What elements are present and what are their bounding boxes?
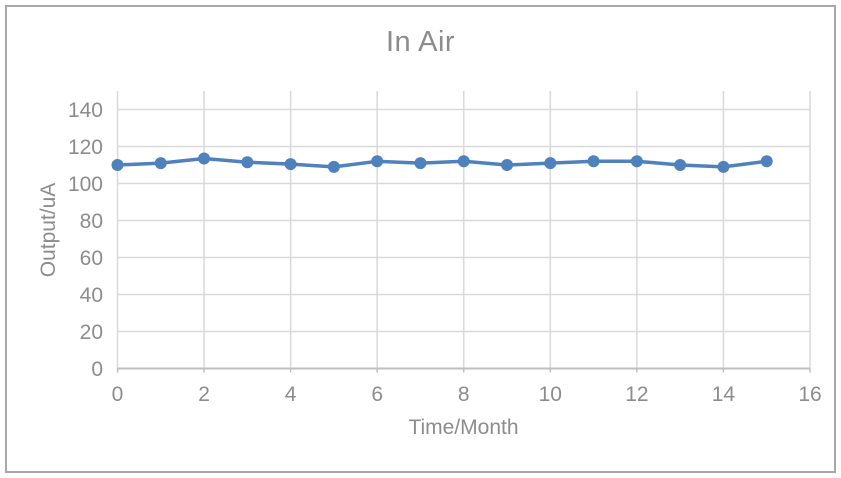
data-point-marker xyxy=(457,155,470,168)
data-point-marker xyxy=(241,156,254,169)
x-tick-label: 12 xyxy=(625,383,648,406)
x-tick-label: 10 xyxy=(539,383,562,406)
y-axis-title: Output/uA xyxy=(37,182,60,278)
y-tick-label: 60 xyxy=(80,247,103,270)
data-point-marker xyxy=(327,160,340,173)
y-tick-label: 120 xyxy=(68,136,103,159)
data-point-marker xyxy=(674,159,687,171)
y-tick-label: 40 xyxy=(80,284,103,307)
y-tick-label: 140 xyxy=(68,99,103,122)
data-point-marker xyxy=(501,159,514,171)
series-line xyxy=(115,156,769,169)
data-point-marker xyxy=(760,155,773,168)
x-tick-label: 6 xyxy=(371,383,383,406)
x-tick-label: 2 xyxy=(198,383,210,406)
data-point-marker xyxy=(371,155,384,168)
x-tick-label: 4 xyxy=(285,383,297,406)
data-point-marker xyxy=(414,157,427,170)
y-tick-label: 100 xyxy=(68,173,103,196)
y-tick-label: 80 xyxy=(80,210,103,233)
data-point-marker xyxy=(587,155,600,168)
x-tick-label: 8 xyxy=(458,383,470,406)
x-axis-title: Time/Month xyxy=(408,416,519,439)
data-point-marker xyxy=(284,158,297,171)
x-tick-label: 0 xyxy=(112,383,124,406)
x-tick-label: 16 xyxy=(798,383,821,406)
data-point-marker xyxy=(154,157,167,170)
chart-border xyxy=(5,5,836,473)
y-tick-label: 20 xyxy=(80,321,103,344)
y-tick-label: 0 xyxy=(91,358,103,381)
data-point-marker xyxy=(198,152,211,165)
x-tick-label: 14 xyxy=(712,383,736,406)
data-point-marker xyxy=(630,155,643,168)
data-point-marker xyxy=(544,157,557,170)
data-point-marker xyxy=(717,160,730,173)
chart-title: In Air xyxy=(385,26,456,58)
data-point-marker xyxy=(111,159,124,171)
